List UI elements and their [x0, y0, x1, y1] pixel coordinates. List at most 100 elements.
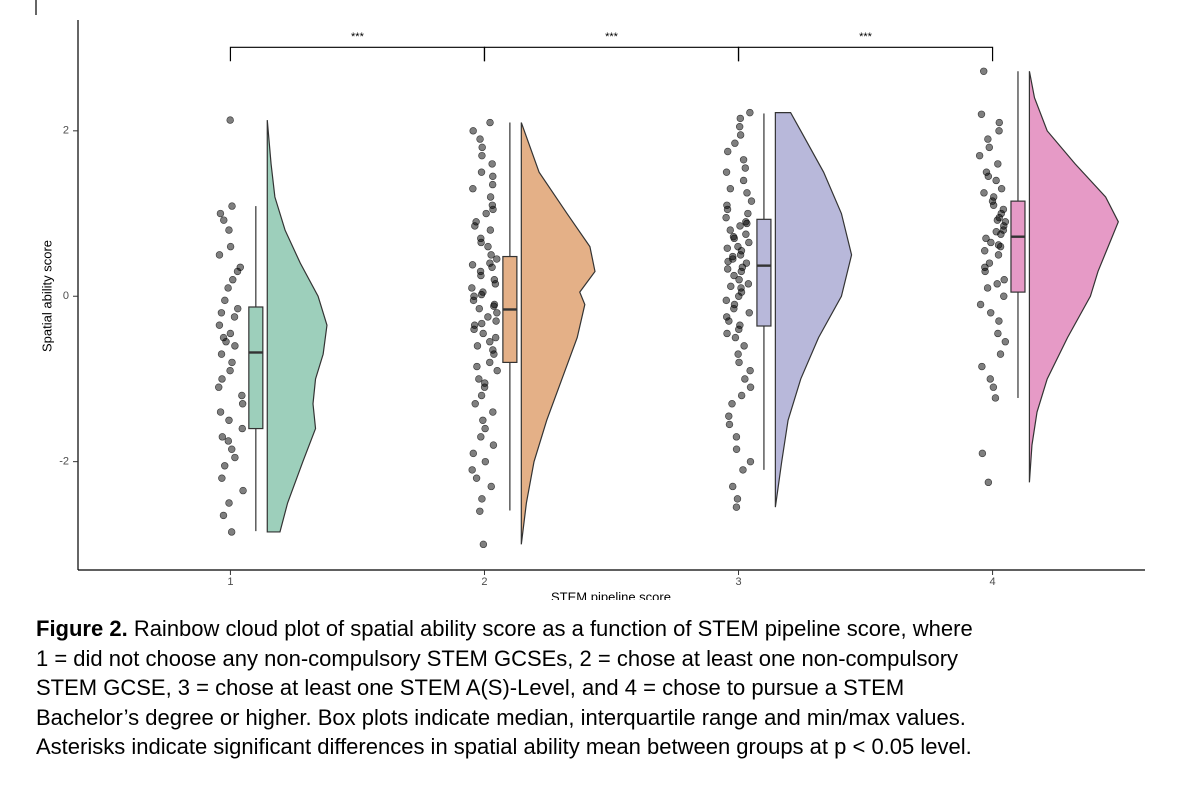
- point: [475, 375, 483, 383]
- point: [469, 296, 478, 305]
- point: [215, 321, 224, 329]
- point: [997, 185, 1006, 193]
- point: [219, 511, 228, 520]
- point: [992, 228, 1000, 236]
- point: [994, 241, 1003, 249]
- point: [722, 296, 731, 305]
- x-axis-title: STEM pipeline score: [551, 589, 671, 600]
- significance-label: ***: [859, 31, 873, 43]
- x-tick-label: 1: [227, 576, 233, 588]
- point: [487, 251, 495, 259]
- point: [489, 441, 498, 449]
- caption-text: Rainbow cloud plot of spatial ability sc…: [133, 616, 973, 641]
- x-tick-label: 3: [735, 576, 741, 588]
- point: [228, 358, 236, 367]
- point: [981, 247, 989, 255]
- point: [480, 383, 489, 391]
- point: [991, 394, 1000, 402]
- caption: Figure 2. Rainbow cloud plot of spatial …: [36, 614, 973, 762]
- point: [736, 114, 745, 123]
- point: [724, 257, 732, 266]
- point: [486, 226, 495, 234]
- point: [993, 280, 1001, 288]
- violin: [1028, 71, 1119, 483]
- point: [994, 160, 1002, 168]
- point: [234, 304, 242, 313]
- point: [238, 391, 246, 400]
- point: [476, 507, 484, 515]
- y-tick-label: 2: [63, 125, 69, 137]
- point: [488, 160, 496, 168]
- point: [238, 400, 247, 408]
- caption-line: Asterisks indicate significant differenc…: [36, 734, 972, 760]
- point: [988, 197, 997, 205]
- point: [725, 420, 734, 429]
- caption-line: Figure 2. Rainbow cloud plot of spatial …: [36, 614, 973, 644]
- point: [486, 118, 494, 127]
- point: [746, 457, 755, 466]
- point: [736, 222, 744, 230]
- point: [723, 329, 731, 338]
- point: [224, 437, 233, 445]
- point: [218, 375, 226, 383]
- point: [469, 185, 477, 193]
- caption-label: Figure 2.: [36, 616, 128, 641]
- point: [732, 503, 741, 511]
- point: [744, 209, 752, 218]
- y-tick-label: 0: [63, 290, 69, 302]
- point: [239, 486, 247, 495]
- point: [728, 400, 736, 408]
- point: [491, 333, 500, 342]
- point: [493, 366, 501, 375]
- point: [731, 333, 740, 342]
- point: [747, 197, 756, 205]
- point: [722, 168, 731, 176]
- point: [741, 164, 750, 172]
- point: [723, 244, 731, 252]
- point: [731, 139, 739, 147]
- point: [477, 271, 485, 280]
- point: [745, 238, 753, 247]
- point: [493, 255, 501, 263]
- point: [215, 383, 223, 391]
- point: [482, 209, 490, 218]
- point: [975, 151, 984, 160]
- point: [226, 329, 235, 338]
- point: [481, 424, 489, 433]
- point: [225, 499, 233, 507]
- point: [473, 362, 481, 371]
- point: [477, 391, 486, 400]
- point: [233, 267, 242, 276]
- significance-bracket: [737, 46, 994, 62]
- point: [746, 366, 754, 375]
- point: [723, 205, 732, 214]
- point: [226, 242, 235, 251]
- point: [736, 321, 744, 329]
- point: [477, 433, 485, 441]
- point: [479, 416, 487, 425]
- x-tick-label: 2: [481, 576, 487, 588]
- point: [220, 216, 228, 224]
- point: [992, 176, 1000, 185]
- point: [729, 252, 737, 261]
- point: [727, 282, 735, 291]
- point: [226, 366, 234, 375]
- violin: [520, 122, 596, 545]
- point: [729, 232, 738, 241]
- point: [469, 449, 477, 458]
- point: [743, 219, 751, 228]
- point: [217, 350, 226, 358]
- point: [473, 342, 482, 350]
- point: [987, 238, 995, 247]
- point: [229, 275, 237, 284]
- point: [735, 358, 743, 367]
- box: [248, 306, 264, 430]
- point: [982, 234, 990, 243]
- point: [469, 127, 477, 135]
- point: [488, 180, 497, 189]
- point: [228, 445, 236, 453]
- point: [486, 338, 494, 346]
- point: [733, 495, 742, 503]
- point: [726, 185, 735, 193]
